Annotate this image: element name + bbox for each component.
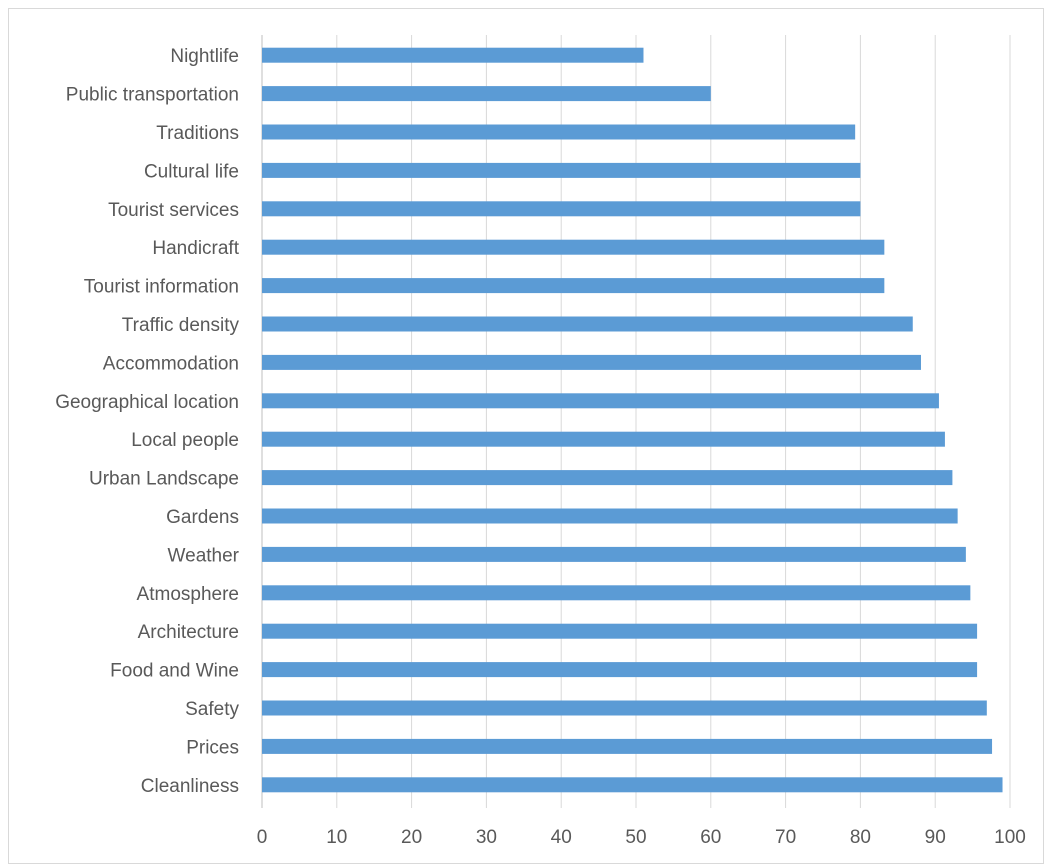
bar: [262, 239, 885, 255]
x-tick-label: 20: [401, 827, 422, 848]
category-label: Architecture: [138, 622, 239, 643]
category-label: Food and Wine: [110, 661, 239, 682]
category-label: Cleanliness: [141, 776, 239, 797]
x-tick-label: 30: [476, 827, 497, 848]
bar: [262, 546, 966, 562]
category-label: Geographical location: [55, 392, 239, 413]
bar: [262, 47, 644, 63]
bar: [262, 124, 856, 140]
x-tick-label: 10: [326, 827, 347, 848]
category-label: Nightlife: [170, 46, 239, 67]
category-label: Weather: [168, 545, 240, 566]
bar: [262, 316, 913, 332]
bar: [262, 278, 885, 294]
x-tick-label: 100: [994, 827, 1026, 848]
category-label: Prices: [186, 737, 239, 758]
bar: [262, 662, 978, 678]
x-tick-label: 90: [925, 827, 946, 848]
category-label: Accommodation: [103, 353, 239, 374]
bar: [262, 777, 1003, 793]
category-label: Tourist services: [108, 200, 239, 221]
x-tick-label: 70: [775, 827, 796, 848]
bar: [262, 508, 958, 524]
bar: [262, 431, 945, 447]
gridlines: [261, 35, 1011, 808]
bar: [262, 700, 987, 716]
bar: [262, 623, 978, 639]
bar: [262, 393, 939, 409]
category-label: Traffic density: [122, 315, 240, 336]
category-labels: Nightlife Public transportation Traditions…: [55, 46, 240, 797]
bar: [262, 86, 711, 102]
category-label: Public transportation: [66, 85, 239, 106]
x-tick-label: 0: [257, 827, 268, 848]
x-tick-label: 50: [625, 827, 646, 848]
category-label: Traditions: [156, 123, 239, 144]
category-label: Handicraft: [152, 238, 239, 259]
x-tick-label: 40: [551, 827, 572, 848]
category-label: Tourist information: [84, 277, 239, 298]
category-label: Local people: [131, 430, 239, 451]
category-label: Gardens: [166, 507, 239, 528]
bar: [262, 162, 861, 178]
category-label: Cultural life: [144, 161, 239, 182]
category-label: Safety: [185, 699, 239, 720]
bar: [262, 201, 861, 217]
chart-frame: Nightlife Public transportation Traditions…: [8, 8, 1044, 864]
bar: [262, 470, 953, 486]
category-label: Atmosphere: [137, 584, 239, 605]
bar: [262, 585, 971, 601]
x-axis-tick-labels: 0 10 20 30 40 50 60 70 80 90 100: [257, 827, 1026, 848]
category-label: Urban Landscape: [89, 469, 239, 490]
bars: [262, 47, 1003, 793]
x-tick-label: 80: [850, 827, 871, 848]
bar: [262, 738, 993, 754]
bar-chart: Nightlife Public transportation Traditions…: [55, 35, 1026, 848]
bar: [262, 354, 921, 370]
x-tick-label: 60: [700, 827, 721, 848]
